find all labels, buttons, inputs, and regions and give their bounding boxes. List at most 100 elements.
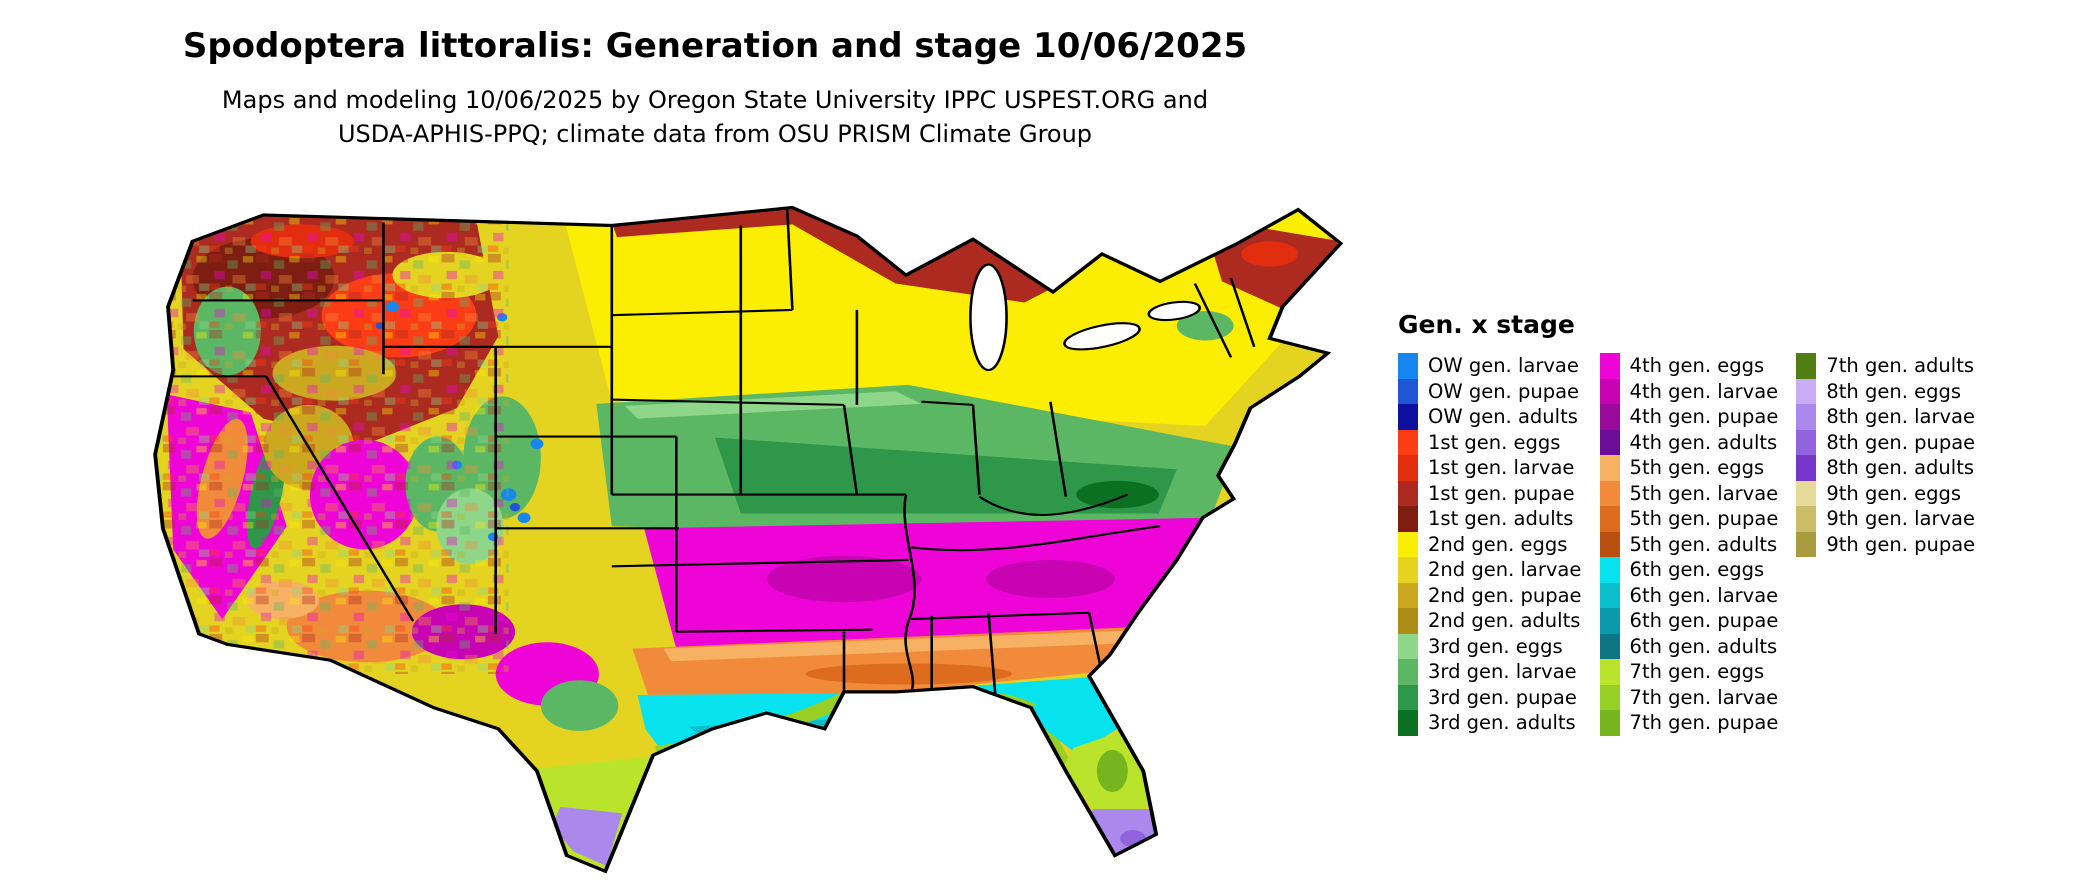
legend-swatch [1398, 480, 1418, 506]
legend-column: 7th gen. adults 8th gen. eggs 8th gen. lar… [1796, 353, 1975, 557]
legend-swatch [1796, 480, 1817, 506]
legend-swatch [1398, 582, 1418, 608]
legend-swatch [1398, 429, 1418, 455]
legend-item-label: 7th gen. larvae [1629, 685, 1779, 709]
legend-item: 3rd gen. larvae [1398, 659, 1582, 685]
legend-swatch [1599, 506, 1620, 532]
legend-item: 6th gen. larvae [1599, 582, 1779, 608]
legend-swatch [1398, 608, 1418, 634]
legend-swatch [1398, 633, 1418, 659]
legend-swatch [1398, 531, 1418, 557]
legend-item-label: 5th gen. eggs [1629, 456, 1765, 480]
legend-swatch [1599, 684, 1620, 710]
legend-item-label: 4th gen. pupae [1629, 405, 1779, 429]
legend-swatch [1599, 378, 1620, 404]
legend-item-label: 8th gen. larvae [1826, 405, 1975, 429]
legend-item: 4th gen. adults [1599, 429, 1779, 455]
legend-item: 2nd gen. larvae [1398, 557, 1582, 583]
legend-item-label: 1st gen. pupae [1428, 481, 1575, 505]
legend-item: 8th gen. larvae [1796, 404, 1975, 430]
legend-item: 7th gen. eggs [1599, 659, 1779, 685]
map-subtitle: Maps and modeling 10/06/2025 by Oregon S… [0, 83, 1430, 151]
legend-title: Gen. x stage [1398, 310, 1575, 339]
legend-swatch [1599, 429, 1620, 455]
subtitle-line-1: Maps and modeling 10/06/2025 by Oregon S… [221, 85, 1209, 114]
orange-band [632, 625, 1175, 696]
legend-item: 8th gen. eggs [1796, 378, 1975, 404]
legend-item: 1st gen. pupae [1398, 480, 1582, 506]
legend-swatch [1796, 378, 1817, 404]
legend-item-label: 3rd gen. adults [1428, 711, 1576, 735]
legend-swatch [1796, 455, 1817, 481]
legend-item-label: 4th gen. eggs [1629, 354, 1765, 378]
legend-swatch [1398, 404, 1418, 430]
legend-item: 1st gen. eggs [1398, 429, 1582, 455]
legend-swatch [1796, 531, 1817, 557]
legend-item: 2nd gen. eggs [1398, 531, 1582, 557]
legend-item-label: 3rd gen. larvae [1428, 660, 1577, 684]
legend-swatch [1398, 684, 1418, 710]
legend-item: 9th gen. larvae [1796, 506, 1975, 532]
page-title: Spodoptera littoralis: Generation and st… [182, 26, 1248, 66]
legend-item: 1st gen. larvae [1398, 455, 1582, 481]
legend-item: 7th gen. adults [1796, 353, 1975, 379]
legend-item: 3rd gen. pupae [1398, 684, 1582, 710]
legend-item: 5th gen. eggs [1599, 455, 1779, 481]
legend-swatch [1398, 506, 1418, 532]
legend-item: 9th gen. eggs [1796, 480, 1975, 506]
legend-item: OW gen. larvae [1398, 353, 1582, 379]
legend-swatch [1599, 557, 1620, 583]
legend-item-label: 3rd gen. pupae [1428, 685, 1577, 709]
legend-item-label: 8th gen. pupae [1826, 430, 1976, 454]
legend-item: 8th gen. adults [1796, 455, 1975, 481]
legend-item-label: 6th gen. eggs [1629, 558, 1765, 582]
legend-swatch [1398, 353, 1418, 379]
legend-item-label: 5th gen. adults [1629, 532, 1778, 556]
legend-item-label: 9th gen. pupae [1826, 532, 1976, 556]
us-map-svg [153, 205, 1344, 874]
legend-item: 9th gen. pupae [1796, 531, 1976, 557]
legend-swatch [1796, 404, 1817, 430]
legend-item-label: OW gen. larvae [1428, 354, 1579, 378]
subtitle-line-2: USDA-APHIS-PPQ; climate data from OSU PR… [337, 119, 1093, 148]
legend-item-label: 2nd gen. pupae [1428, 583, 1582, 607]
legend-item-label: 5th gen. pupae [1629, 507, 1779, 531]
legend-item: OW gen. adults [1398, 404, 1582, 430]
legend-item: 5th gen. pupae [1599, 506, 1779, 532]
legend-swatch [1398, 557, 1418, 583]
legend-item: 4th gen. larvae [1599, 378, 1779, 404]
legend-item-label: OW gen. pupae [1428, 379, 1580, 403]
legend-swatch [1599, 353, 1620, 379]
legend-swatch [1398, 710, 1418, 736]
legend-item: 7th gen. pupae [1599, 710, 1779, 736]
legend-column: OW gen. larvae OW gen. pupae OW gen. adult… [1398, 353, 1582, 736]
legend-item: 5th gen. adults [1599, 531, 1779, 557]
legend-item: 8th gen. pupae [1796, 429, 1976, 455]
us-outline [153, 205, 1344, 874]
legend-item: 6th gen. eggs [1599, 557, 1779, 583]
legend-item: 6th gen. adults [1599, 633, 1779, 659]
legend-item-label: 9th gen. eggs [1826, 481, 1962, 505]
legend-swatch [1796, 429, 1817, 455]
legend-item-label: 7th gen. adults [1826, 354, 1975, 378]
legend-item: 6th gen. pupae [1599, 608, 1778, 634]
legend-swatch [1599, 710, 1620, 736]
legend-item: 2nd gen. pupae [1398, 582, 1582, 608]
legend-item-label: 7th gen. pupae [1629, 711, 1779, 735]
legend-item-label: 9th gen. larvae [1826, 507, 1975, 531]
magenta-band [644, 517, 1216, 649]
legend-item: 7th gen. larvae [1599, 684, 1779, 710]
legend-item-label: 8th gen. eggs [1826, 379, 1962, 403]
legend-item-label: 6th gen. larvae [1629, 583, 1779, 607]
legend-item-label: 5th gen. larvae [1629, 481, 1779, 505]
legend-item-label: 1st gen. eggs [1428, 430, 1561, 454]
legend-item-label: OW gen. adults [1428, 405, 1578, 429]
florida-region [1031, 677, 1157, 856]
legend-item: OW gen. pupae [1398, 378, 1582, 404]
legend-swatch [1398, 378, 1418, 404]
legend-column: 4th gen. eggs 4th gen. larvae 4th gen. pup… [1599, 353, 1779, 736]
legend-item: 3rd gen. eggs [1398, 633, 1582, 659]
legend-item-label: 8th gen. adults [1826, 456, 1975, 480]
legend-item-label: 1st gen. larvae [1428, 456, 1575, 480]
